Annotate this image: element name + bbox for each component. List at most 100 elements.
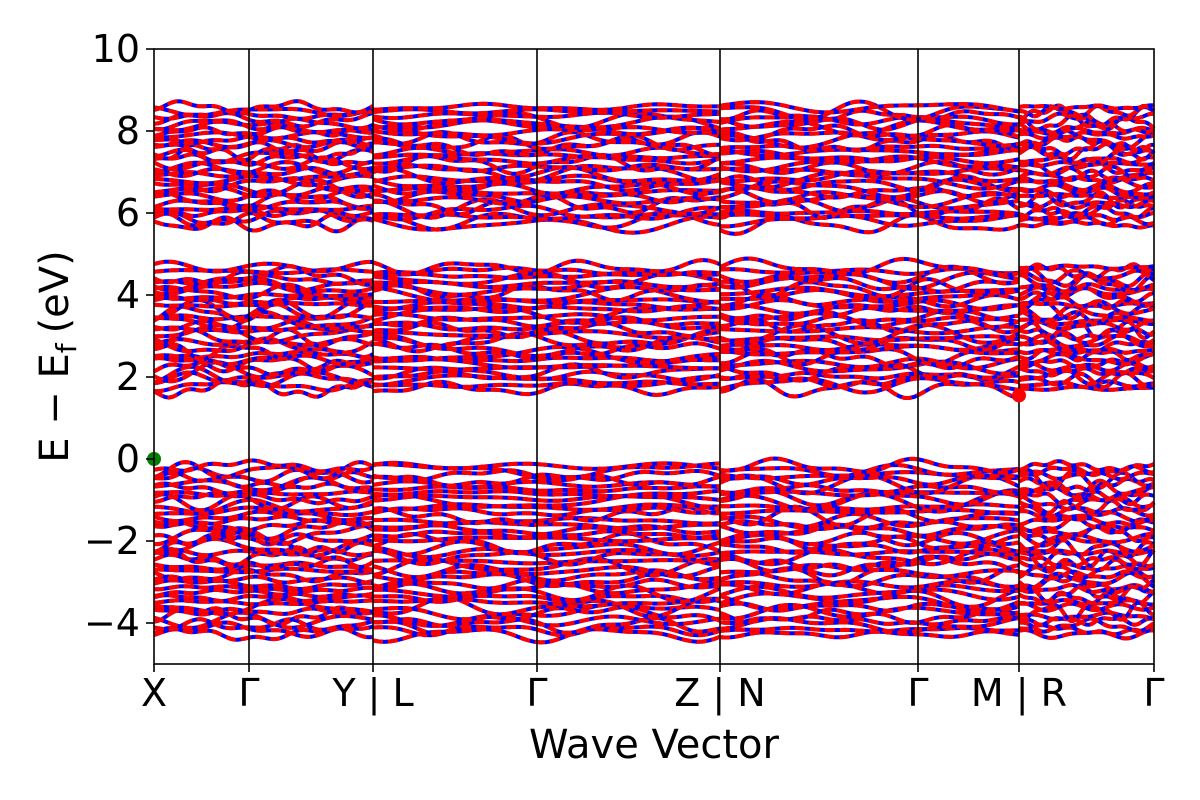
cbm-marker [1012,388,1026,403]
band-line-spin-up [1018,319,1156,341]
band-line-spin-up [1018,366,1154,378]
band-line-spin-up [153,509,374,524]
band-line-spin-up [1018,351,1155,367]
band-line-spin-up [153,116,374,132]
band-line-spin-up [1017,538,1155,559]
band-line-spin-up [1018,582,1155,604]
band-line-spin-up [719,376,1020,395]
band-line-spin-up [719,148,1020,164]
band-line-spin-up [372,162,721,173]
band-line-spin-up [372,189,721,205]
x-axis-label: Wave Vector [529,722,780,768]
band-line-spin-up [372,568,721,583]
y-tick-label: −2 [84,519,140,563]
band-line-spin-down [153,211,374,229]
x-axis-ticks: X Γ Y | L Γ Z | N Γ M | R Γ [141,664,1165,716]
band-line-spin-up [719,159,1020,177]
band-line-spin-up [153,545,375,569]
band-line-spin-up [372,173,721,186]
band-line-spin-up [153,141,374,163]
band-line-spin-up [153,318,374,332]
band-line-spin-up [719,266,1020,276]
band-line-spin-up [719,489,1020,498]
y-axis-label-subscript: f [50,342,83,353]
band-line-spin-up [153,375,374,394]
band-lines [152,99,1156,645]
band-line-spin-up [153,322,373,345]
band-line-spin-up [1018,103,1155,112]
band-line-spin-up [1018,548,1156,568]
x-tick-label: Γ [238,671,259,715]
band-line-spin-up [153,492,374,513]
band-line-spin-up [719,277,1020,300]
band-line-spin-up [372,153,721,166]
band-line-spin-up [153,490,374,506]
band-line-spin-up [372,329,721,341]
band-line-spin-up [372,602,721,622]
band-line-spin-up [719,99,1020,122]
band-line-spin-up [1018,485,1155,503]
band-line-spin-up [1018,113,1156,132]
band-line-spin-up [719,549,1020,557]
band-line-spin-up [1018,557,1155,574]
band-line-spin-down [372,505,721,528]
band-line-spin-up [720,507,1020,516]
band-line-spin-up [153,310,374,332]
band-line-spin-up [372,101,720,112]
band-line-spin-up [153,215,374,234]
band-line-spin-up [1018,616,1156,634]
x-tick-label: M | R [971,671,1067,716]
band-line-spin-up [719,177,1020,200]
band-line-spin-up [154,170,374,182]
band-line-spin-up [153,497,374,515]
band-line-spin-down [372,583,721,604]
band-line-spin-up [372,177,721,193]
band-line-spin-up [153,518,374,533]
band-line-spin-up [1018,610,1155,622]
x-tick-label: Γ [907,671,928,715]
band-line-spin-up [720,285,1020,299]
band-line-spin-up [372,489,721,499]
band-line-spin-up [372,110,720,120]
band-line-spin-up [153,567,374,584]
band-line-spin-up [1018,459,1155,473]
band-line-spin-up [1018,198,1155,210]
y-tick-label: 6 [116,191,140,235]
y-axis-label-unit: (eV) [32,250,78,333]
band-line-spin-up [1019,616,1155,627]
band-line-spin-up [1018,333,1155,349]
band-line-spin-up [1018,285,1155,308]
band-line-spin-up [720,356,1020,371]
band-line-spin-up [1018,522,1155,537]
band-line-spin-up [372,558,721,566]
band-line-spin-down [153,460,374,481]
band-line-spin-up [153,189,374,211]
x-tick-label: Γ [526,671,547,715]
band-line-spin-up [1018,498,1156,516]
band-line-spin-up [719,212,1020,221]
band-line-spin-up [373,596,721,609]
band-line-spin-up [719,584,1020,602]
band-line-spin-down [719,549,1020,557]
band-line-spin-up [153,606,374,617]
band-line-spin-up [372,581,721,596]
band-line-spin-up [153,105,374,118]
band-line-spin-up [719,581,1020,597]
y-axis-label-main: E − E [32,353,78,463]
band-line-spin-up [372,539,721,557]
x-tick-label: Γ [1143,671,1164,715]
band-line-spin-up [719,551,1020,572]
band-line-spin-up [372,461,721,471]
band-line-spin-down [719,502,1020,512]
band-line-spin-up [372,369,721,383]
band-line-spin-up [1017,489,1155,507]
band-line-spin-up [1018,508,1155,524]
band-line-spin-up [153,358,374,377]
band-line-spin-up [372,257,721,277]
band-line-spin-up [372,214,721,235]
band-line-spin-up [153,159,374,176]
band-line-spin-up [153,532,374,546]
band-line-spin-up [719,256,1020,277]
band-line-spin-up [372,197,721,220]
